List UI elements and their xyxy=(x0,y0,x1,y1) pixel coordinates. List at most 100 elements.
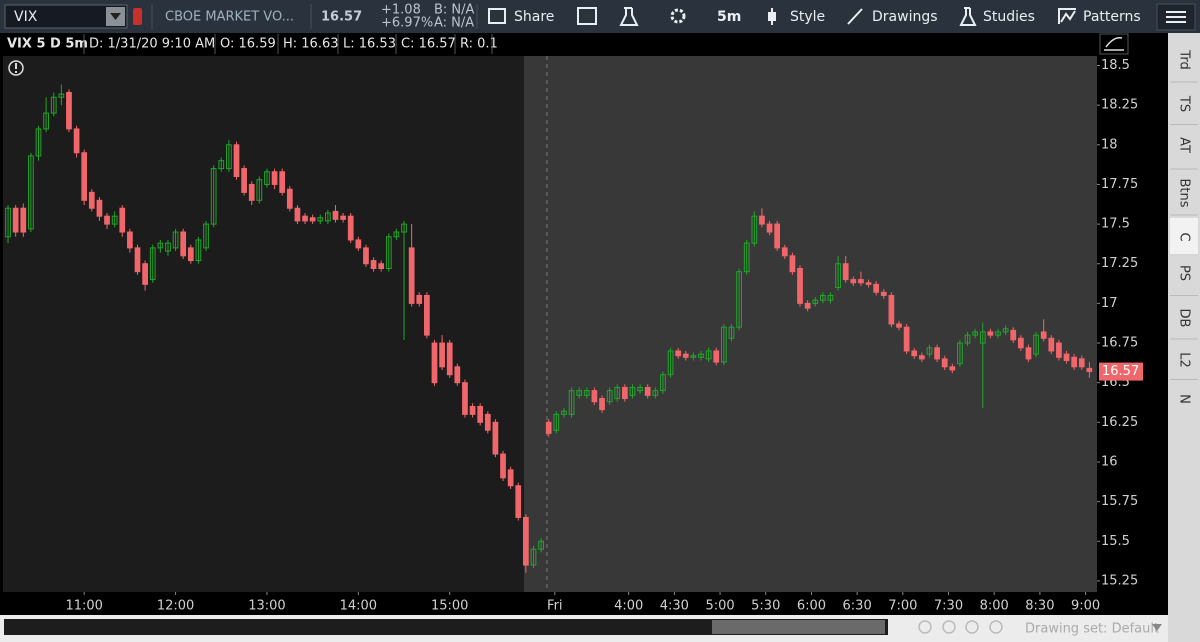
ask: A: N/A xyxy=(434,16,474,31)
candle-body xyxy=(713,350,720,363)
flask-icon[interactable] xyxy=(619,7,639,26)
candle-body xyxy=(1078,358,1085,368)
symbol-box[interactable] xyxy=(4,4,128,29)
candle-body xyxy=(606,390,613,403)
candle-body xyxy=(545,421,552,434)
candle-body xyxy=(698,353,704,358)
info-icon[interactable] xyxy=(8,60,24,76)
scale-icon xyxy=(1104,36,1124,51)
y-tick-label: 17 xyxy=(1101,296,1118,311)
candle-body xyxy=(629,386,636,396)
candle-body xyxy=(172,231,179,249)
sidebar-tab[interactable]: Trd xyxy=(1177,49,1192,69)
candle-body xyxy=(972,331,979,336)
gear-icon[interactable] xyxy=(670,8,686,24)
drawings-button[interactable]: Drawings xyxy=(872,9,938,25)
sidebar-tab[interactable]: AT xyxy=(1177,137,1192,153)
menu-icon xyxy=(1166,11,1186,23)
candle-body xyxy=(1071,356,1078,368)
header-field: C: 16.57 xyxy=(401,37,456,52)
candle-body xyxy=(759,215,765,225)
sidebar xyxy=(1168,33,1200,642)
candle-body xyxy=(325,212,331,222)
reset-icon[interactable] xyxy=(989,620,1003,634)
scale-button[interactable] xyxy=(1099,33,1129,55)
candle-body xyxy=(28,155,34,230)
candle-body xyxy=(797,267,803,304)
sidebar-tab[interactable]: PS xyxy=(1177,265,1192,281)
candle-body xyxy=(210,168,217,225)
sidebar-tab[interactable]: L2 xyxy=(1177,352,1192,368)
candle-body xyxy=(583,390,590,396)
x-tick-label: 4:00 xyxy=(614,599,643,614)
candle-body xyxy=(781,247,788,257)
candle-body xyxy=(241,168,247,193)
candle-body xyxy=(690,355,697,358)
flag-icon[interactable] xyxy=(577,7,597,25)
x-tick-label: 6:00 xyxy=(797,599,826,614)
candle-body xyxy=(1063,353,1070,361)
patterns-button[interactable]: Patterns xyxy=(1083,9,1141,25)
drawing-set[interactable]: Drawing set: Default xyxy=(1025,622,1159,637)
candle-body xyxy=(119,207,126,233)
y-tick-label: 15.5 xyxy=(1101,534,1130,549)
candle-body xyxy=(195,239,202,262)
sidebar-tab[interactable]: C xyxy=(1177,232,1192,241)
x-tick-label: Fri xyxy=(547,599,563,614)
candle-body xyxy=(477,405,484,423)
candle-body xyxy=(5,207,11,238)
menu-button[interactable] xyxy=(1156,3,1196,31)
candle-body xyxy=(96,199,103,217)
sidebar-tab[interactable]: DB xyxy=(1177,309,1192,328)
candle-body xyxy=(858,279,864,284)
candle-body xyxy=(1017,337,1024,349)
x-tick-label: 9:00 xyxy=(1071,599,1100,614)
candle-body xyxy=(302,215,308,222)
y-tick-label: 16.75 xyxy=(1101,336,1138,351)
zoom-out-icon[interactable] xyxy=(965,620,979,634)
candle-body xyxy=(987,331,994,336)
patterns-icon xyxy=(1058,8,1076,24)
candle-body xyxy=(507,469,514,487)
candle-body xyxy=(142,263,148,285)
zoom-icon[interactable] xyxy=(918,620,932,634)
drawing-set-arrow[interactable] xyxy=(1152,624,1162,631)
style-button[interactable]: Style xyxy=(790,9,825,25)
candle-body xyxy=(835,263,841,289)
candle-body xyxy=(880,291,887,296)
sidebar-tab[interactable]: TS xyxy=(1177,95,1192,112)
zoom-in-icon[interactable] xyxy=(942,620,956,634)
info-icon xyxy=(15,71,17,73)
candle-body xyxy=(903,326,910,352)
candle-body xyxy=(203,223,209,249)
candle-body xyxy=(454,366,461,384)
y-tick-label: 18 xyxy=(1101,137,1118,152)
description: CBOE MARKET VO... xyxy=(165,10,294,25)
candle-body xyxy=(911,350,918,357)
candle-body xyxy=(538,540,544,550)
timeframe-button[interactable]: 5m xyxy=(717,9,741,25)
header-field: O: 16.59 xyxy=(220,37,276,52)
x-tick-label: 8:00 xyxy=(980,599,1009,614)
sidebar-active xyxy=(1170,218,1198,256)
info-icon xyxy=(15,63,17,69)
candle-body xyxy=(149,247,156,281)
header-field: D: 1/31/20 9:10 AM xyxy=(89,37,215,52)
scrollbar-track[interactable] xyxy=(4,619,888,635)
sidebar-tab[interactable]: Btns xyxy=(1177,178,1192,207)
candle-body xyxy=(416,294,423,304)
candle-body xyxy=(667,350,674,376)
candle-body xyxy=(888,294,895,325)
candle-body xyxy=(50,96,57,114)
studies-button[interactable]: Studies xyxy=(983,9,1035,25)
candle-body xyxy=(622,386,628,400)
candle-body xyxy=(1010,329,1017,341)
x-tick-label: 15:00 xyxy=(431,599,468,614)
alert-icon[interactable] xyxy=(133,8,142,25)
candle-body xyxy=(842,263,849,281)
candle-body xyxy=(766,223,773,233)
scrollbar-thumb[interactable] xyxy=(712,620,885,634)
style-icon xyxy=(768,12,776,21)
share-button[interactable]: Share xyxy=(514,9,554,25)
sidebar-tab[interactable]: N xyxy=(1177,394,1192,404)
